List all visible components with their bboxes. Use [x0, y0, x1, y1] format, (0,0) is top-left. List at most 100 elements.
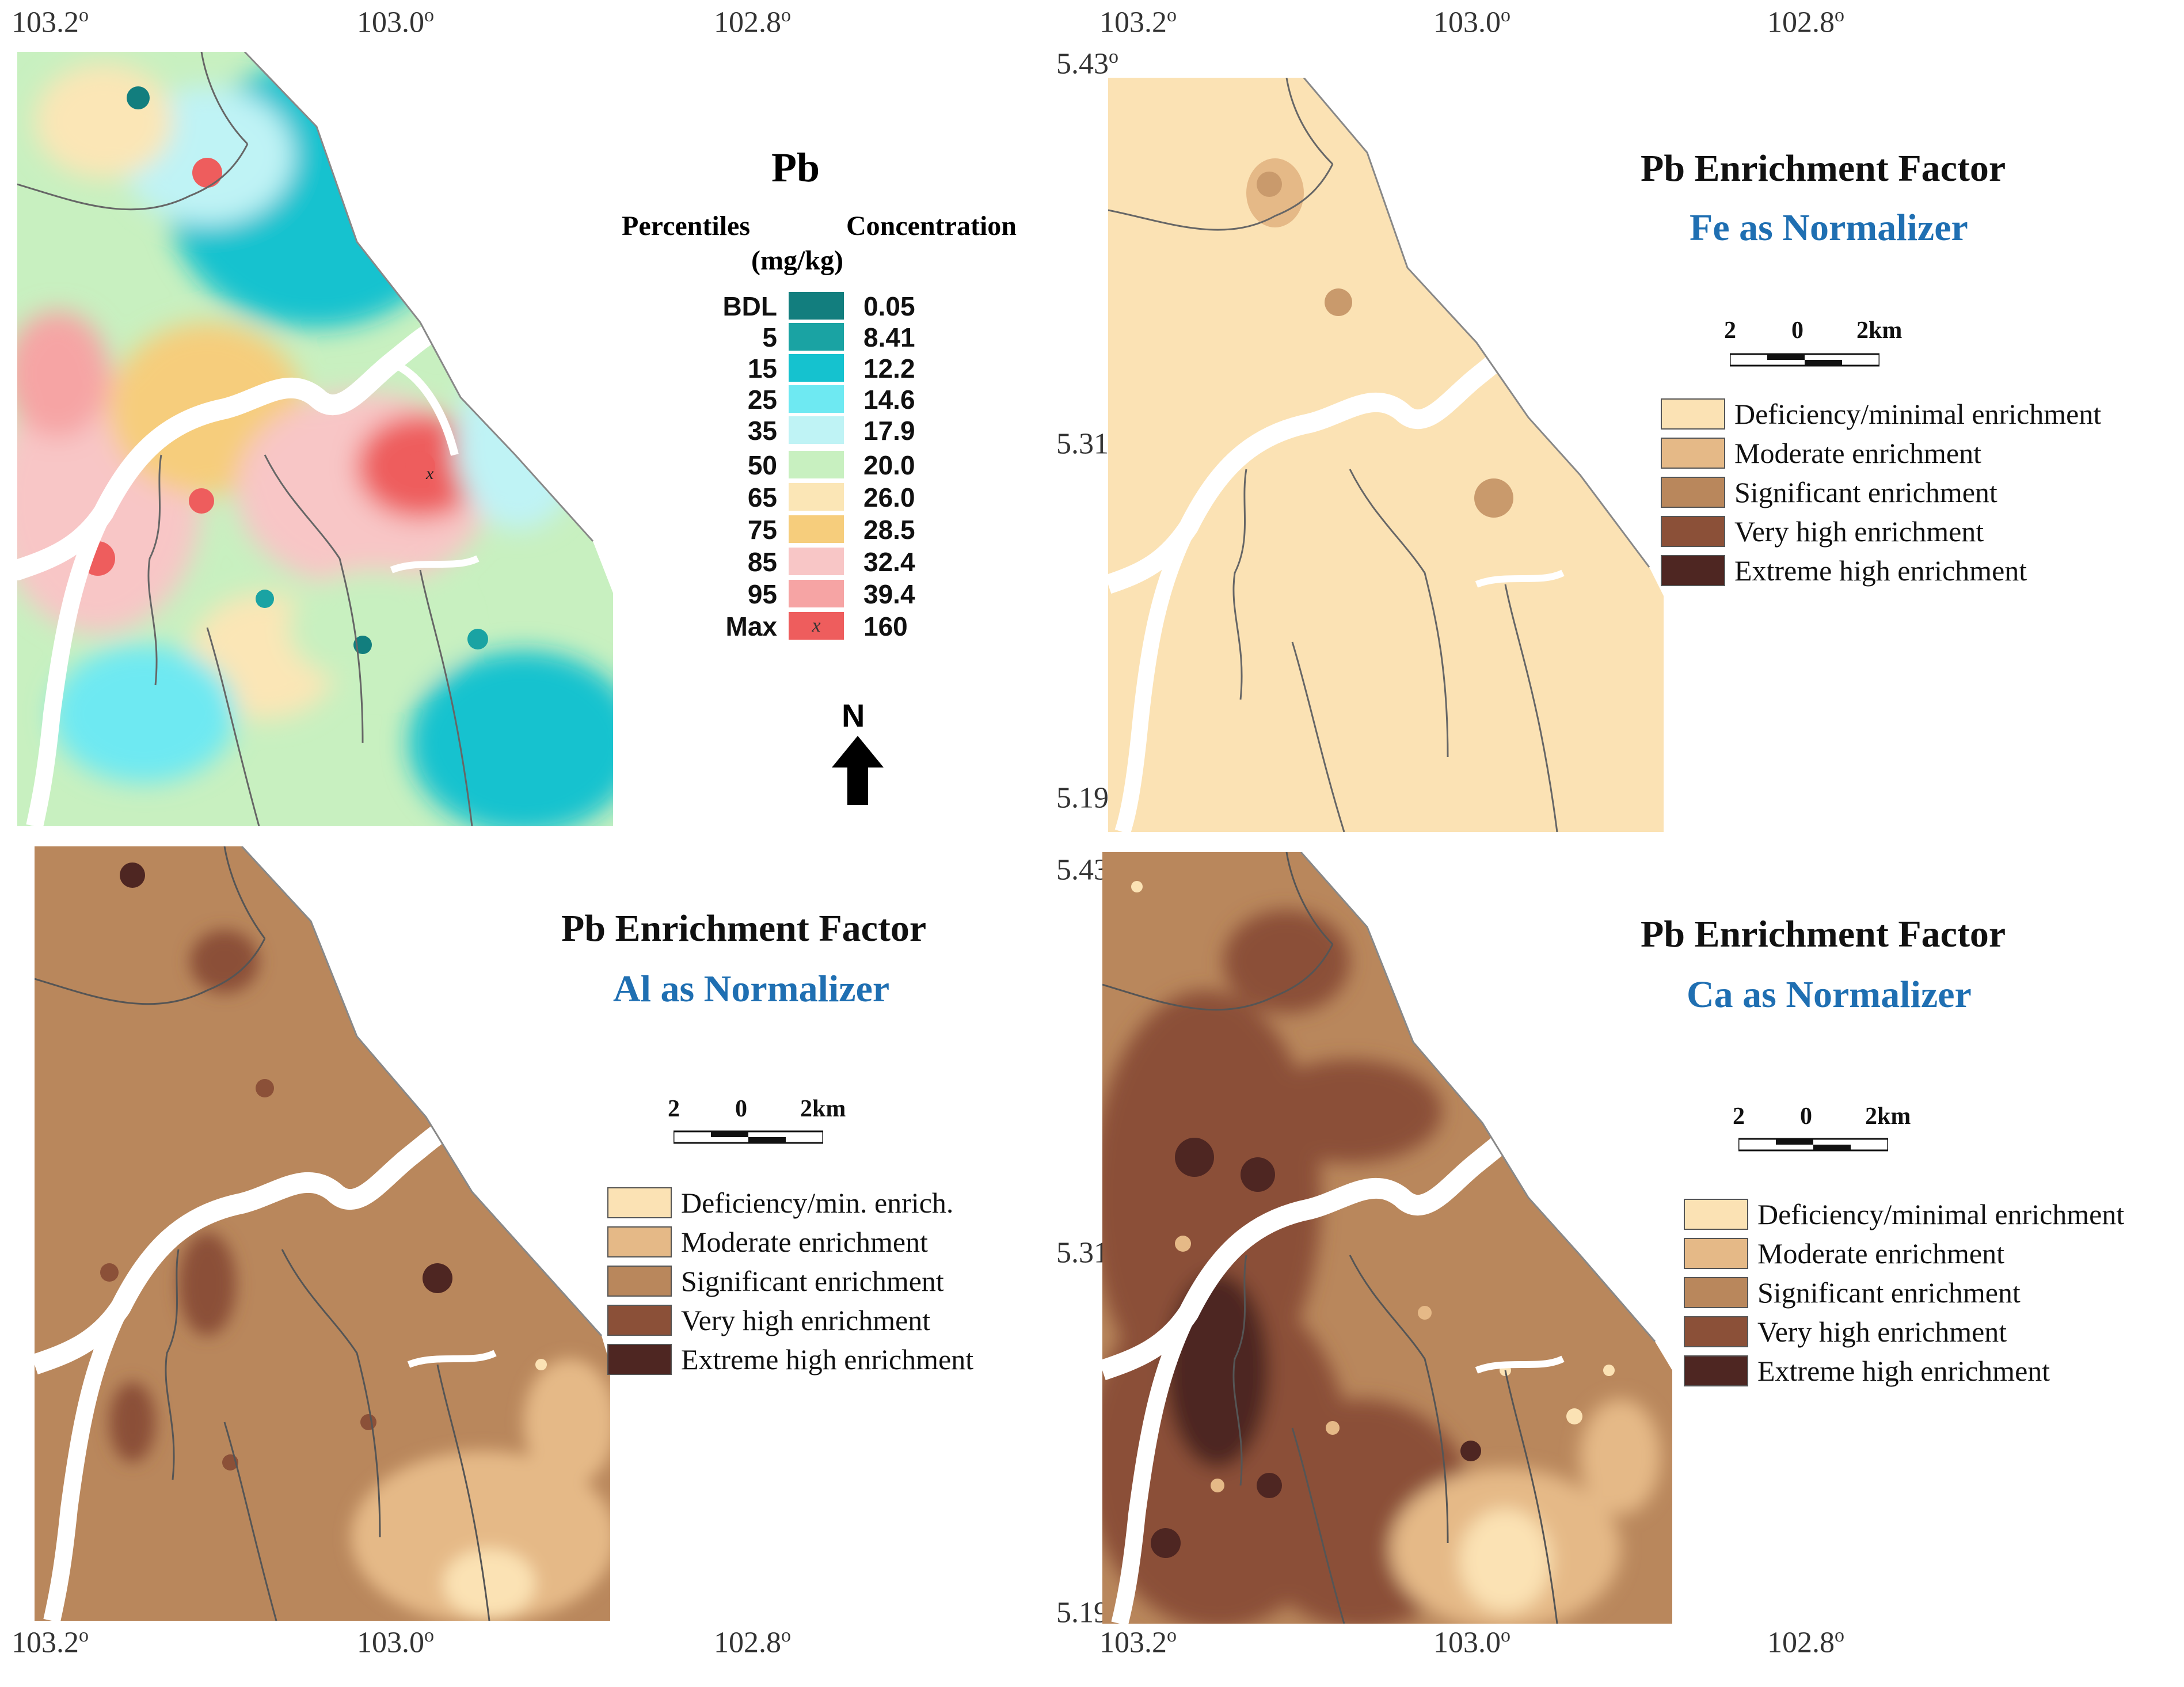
- max-marker-icon: x: [812, 615, 821, 636]
- fe-legend-item: Very high enrichment: [1661, 515, 1984, 548]
- pb-legend-row: 50 20.0: [691, 450, 990, 481]
- pb-legend-percentile: 95: [747, 579, 777, 609]
- ca-legend-item: Moderate enrichment: [1684, 1237, 2004, 1270]
- al-legend-item: Significant enrichment: [607, 1264, 944, 1298]
- scale-label-right: 2km: [800, 1096, 846, 1122]
- pb-legend-value: 26.0: [863, 482, 915, 512]
- scale-label-left: 2: [668, 1096, 680, 1122]
- pb-legend-value: 39.4: [863, 579, 915, 609]
- pb-legend-row: 15 12.2: [691, 353, 990, 384]
- lon-label-103-2: 103.2o: [12, 5, 89, 39]
- pb-legend-row: 85 32.4: [691, 546, 990, 577]
- pb-legend-percentile: 25: [747, 385, 777, 415]
- north-label: N: [842, 697, 865, 734]
- ca-panel-title: Pb Enrichment Factor: [1641, 913, 2006, 955]
- lon-label-102-8: 102.8o: [1767, 5, 1844, 39]
- fe-legend-item: Significant enrichment: [1661, 476, 1997, 509]
- degree-symbol: o: [781, 1625, 791, 1646]
- pb-legend-row: 95 39.4: [691, 579, 990, 610]
- pb-legend-swatch: [789, 292, 844, 320]
- lon-label-103-2: 103.2o: [1099, 5, 1177, 39]
- pb-legend-value: 0.05: [863, 291, 915, 321]
- legend-swatch: [607, 1344, 672, 1375]
- degree-symbol: o: [1109, 46, 1118, 67]
- pb-legend-percentile: 15: [747, 354, 777, 383]
- scale-label-left: 2: [1724, 317, 1736, 344]
- scale-bar-icon: [1730, 353, 1879, 367]
- pb-legend-unit: (mg/kg): [751, 245, 843, 276]
- lon-label-102-8: 102.8o: [714, 5, 791, 39]
- scale-label-left: 2: [1733, 1103, 1745, 1130]
- pb-legend-value: 17.9: [863, 416, 915, 446]
- pb-legend-swatch: [789, 354, 844, 382]
- legend-swatch: [1684, 1199, 1748, 1230]
- pb-legend-swatch: [789, 580, 844, 607]
- legend-swatch: [1661, 516, 1725, 547]
- lon-label-103-0: 103.0o: [357, 1625, 434, 1659]
- lon-label-103-2: 103.2o: [1099, 1625, 1177, 1659]
- scale-label-right: 2km: [1856, 317, 1903, 344]
- legend-swatch: [1684, 1238, 1748, 1269]
- legend-swatch: [607, 1305, 672, 1336]
- pb-legend-swatch: [789, 483, 844, 511]
- legend-label: Moderate enrichment: [681, 1226, 928, 1258]
- pb-legend-value: 160: [863, 611, 908, 641]
- legend-label: Moderate enrichment: [1734, 437, 1981, 469]
- pb-legend-percentile: Max: [725, 611, 777, 641]
- pb-legend-value: 8.41: [863, 322, 915, 352]
- pb-legend-row: 65 26.0: [691, 482, 990, 513]
- scale-label-zero: 0: [735, 1096, 747, 1122]
- ca-legend-item: Extreme high enrichment: [1684, 1354, 2050, 1388]
- legend-label: Deficiency/min. enrich.: [681, 1187, 954, 1219]
- pb-legend-value: 28.5: [863, 515, 915, 545]
- lon-label-103-0: 103.0o: [1433, 5, 1510, 39]
- legend-label: Extreme high enrichment: [681, 1343, 974, 1376]
- pb-legend-value: 14.6: [863, 385, 915, 415]
- degree-symbol: o: [1501, 1625, 1510, 1646]
- legend-swatch: [607, 1187, 672, 1218]
- pb-legend-value: 20.0: [863, 450, 915, 480]
- pb-legend-swatch: [789, 323, 844, 351]
- fe-normalizer-map: [1108, 78, 1664, 832]
- legend-label: Very high enrichment: [681, 1304, 931, 1336]
- pb-legend-swatch: [789, 451, 844, 478]
- degree-symbol: o: [781, 5, 791, 26]
- legend-label: Deficiency/minimal enrichment: [1734, 398, 2102, 430]
- pb-legend-col-concentration: Concentration: [846, 211, 1017, 241]
- fe-panel-title: Pb Enrichment Factor: [1641, 147, 2006, 189]
- legend-swatch: [607, 1266, 672, 1297]
- lat-label-5-19: 5.19o: [1056, 780, 1118, 815]
- ca-legend-item: Significant enrichment: [1684, 1276, 2021, 1309]
- degree-symbol: o: [1835, 1625, 1844, 1646]
- degree-symbol: o: [79, 1625, 89, 1646]
- lon-label-103-2: 103.2o: [12, 1625, 89, 1659]
- al-legend-item: Extreme high enrichment: [607, 1343, 973, 1376]
- ca-panel-subtitle: Ca as Normalizer: [1687, 974, 1972, 1016]
- al-normalizer-map: [35, 846, 610, 1621]
- scale-label-right: 2km: [1865, 1103, 1911, 1130]
- fe-panel-subtitle: Fe as Normalizer: [1690, 207, 1968, 249]
- al-panel-title: Pb Enrichment Factor: [561, 907, 927, 949]
- legend-swatch: [607, 1226, 672, 1257]
- pb-legend-percentile: 50: [747, 450, 777, 480]
- max-sample-marker-icon: x: [425, 464, 434, 483]
- legend-swatch: [1661, 477, 1725, 508]
- pb-legend-value: 32.4: [863, 547, 915, 577]
- degree-symbol: o: [424, 1625, 434, 1646]
- pb-legend-table: BDL 0.05 5 8.41 15 12.2 25 14.6 35 17.9 …: [691, 291, 990, 648]
- legend-swatch: [1661, 555, 1725, 586]
- legend-label: Significant enrichment: [681, 1265, 944, 1297]
- pb-legend-row: 5 8.41: [691, 322, 990, 353]
- degree-symbol: o: [79, 5, 89, 26]
- al-legend-item: Very high enrichment: [607, 1304, 930, 1337]
- legend-swatch: [1661, 398, 1725, 430]
- lon-label-102-8: 102.8o: [714, 1625, 791, 1659]
- ca-legend-item: Deficiency/minimal enrichment: [1684, 1198, 2124, 1231]
- legend-swatch: [1684, 1277, 1748, 1308]
- degree-symbol: o: [1501, 5, 1510, 26]
- pb-legend-row: Max x 160: [691, 611, 990, 642]
- pb-legend-percentile: 65: [747, 482, 777, 512]
- pb-legend-swatch: [789, 416, 844, 444]
- lon-label-102-8: 102.8o: [1767, 1625, 1844, 1659]
- pb-legend-swatch: x: [789, 612, 844, 640]
